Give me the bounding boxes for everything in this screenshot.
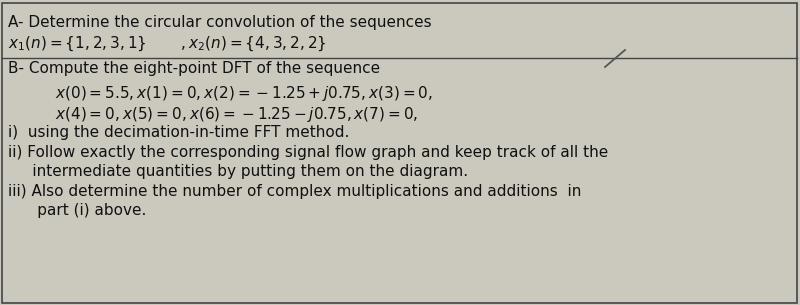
Text: i)  using the decimation-in-time FFT method.: i) using the decimation-in-time FFT meth… (8, 125, 350, 140)
Text: A- Determine the circular convolution of the sequences: A- Determine the circular convolution of… (8, 15, 432, 30)
Text: $x_1(n) = \{1,2,3,1\}$       $, x_2(n) = \{4,3,2,2\}$: $x_1(n) = \{1,2,3,1\}$ $, x_2(n) = \{4,3… (8, 35, 326, 53)
Text: intermediate quantities by putting them on the diagram.: intermediate quantities by putting them … (8, 164, 468, 179)
Text: $x(4) = 0, x(5) = 0, x(6) = -1.25 - j0.75, x(7) = 0,$: $x(4) = 0, x(5) = 0, x(6) = -1.25 - j0.7… (55, 105, 418, 124)
Text: B- Compute the eight-point DFT of the sequence: B- Compute the eight-point DFT of the se… (8, 61, 380, 76)
Text: ii) Follow exactly the corresponding signal flow graph and keep track of all the: ii) Follow exactly the corresponding sig… (8, 145, 608, 160)
Text: iii) Also determine the number of complex multiplications and additions  in: iii) Also determine the number of comple… (8, 184, 582, 199)
Text: $x(0) = 5.5, x(1) = 0, x(2) = -1.25 + j0.75, x(3) = 0,$: $x(0) = 5.5, x(1) = 0, x(2) = -1.25 + j0… (55, 84, 433, 103)
Text: part (i) above.: part (i) above. (8, 203, 146, 218)
